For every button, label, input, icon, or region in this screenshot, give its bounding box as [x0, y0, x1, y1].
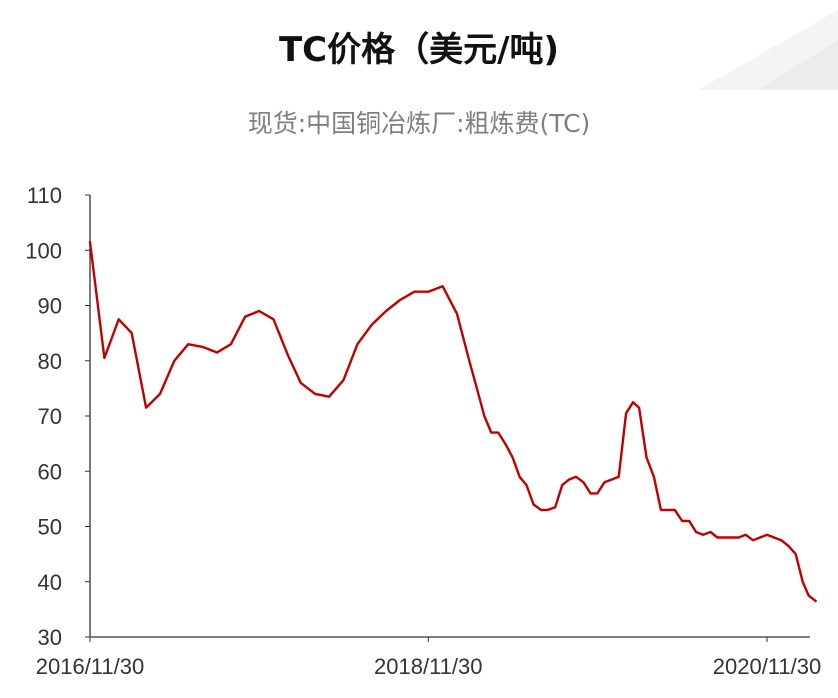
y-tick-label: 70: [38, 404, 62, 429]
data-point: [385, 310, 387, 312]
data-point: [518, 476, 520, 478]
data-point: [695, 531, 697, 533]
data-point: [525, 484, 527, 486]
data-point: [603, 481, 605, 483]
data-point: [483, 415, 485, 417]
data-point: [532, 503, 534, 505]
data-point: [427, 291, 429, 293]
data-point: [145, 407, 147, 409]
data-point: [118, 318, 120, 320]
data-point: [561, 484, 563, 486]
data-point: [399, 299, 401, 301]
series-line-0: [88, 240, 817, 603]
data-point: [216, 351, 218, 353]
data-point: [780, 539, 782, 541]
data-point: [314, 393, 316, 395]
data-point: [688, 520, 690, 522]
data-point: [490, 431, 492, 433]
data-point: [681, 520, 683, 522]
y-tick-label: 100: [25, 238, 62, 263]
y-tick-label: 50: [38, 515, 62, 540]
data-point: [582, 481, 584, 483]
data-point: [815, 600, 817, 602]
y-tick-label: 80: [38, 349, 62, 374]
data-point: [287, 354, 289, 356]
data-point: [667, 509, 669, 511]
y-axis: 110 100 90 80 70 60 50 40 30: [25, 183, 91, 650]
data-point: [328, 396, 330, 398]
data-point: [638, 407, 640, 409]
data-point: [103, 357, 105, 359]
chart-subtitle: 现货:中国铜冶炼厂:粗炼费(TC): [247, 109, 591, 138]
data-point: [674, 509, 676, 511]
data-point: [300, 382, 302, 384]
data-point: [745, 534, 747, 536]
data-point: [356, 343, 358, 345]
data-point: [724, 536, 726, 538]
chart-title: TC价格（美元/吨): [278, 30, 560, 70]
series-group: [88, 240, 817, 603]
data-point: [497, 431, 499, 433]
data-point: [808, 594, 810, 596]
data-point: [441, 285, 443, 287]
data-point: [589, 492, 591, 494]
data-point: [131, 332, 133, 334]
data-point: [773, 536, 775, 538]
data-point: [568, 478, 570, 480]
data-point: [511, 456, 513, 458]
data-point: [575, 476, 577, 478]
data-point: [258, 310, 260, 312]
data-point: [554, 506, 556, 508]
data-point: [89, 241, 91, 243]
y-tick-label: 60: [38, 459, 62, 484]
data-point: [173, 360, 175, 362]
data-point: [187, 343, 189, 345]
x-tick-label: 2018/11/30: [374, 654, 482, 679]
x-axis: 2016/11/30 2018/11/30 2020/11/30: [36, 636, 821, 679]
data-point: [244, 315, 246, 317]
x-tick-label: 2020/11/30: [713, 654, 821, 679]
data-point: [787, 545, 789, 547]
data-point: [716, 536, 718, 538]
data-point: [618, 476, 620, 478]
data-point: [738, 536, 740, 538]
data-point: [230, 343, 232, 345]
data-point: [702, 534, 704, 536]
corner-decoration: [698, 10, 838, 90]
data-point: [731, 536, 733, 538]
data-point: [272, 318, 274, 320]
data-point: [456, 313, 458, 315]
data-point: [201, 346, 203, 348]
x-tick-label: 2016/11/30: [36, 654, 144, 679]
data-point: [469, 362, 471, 364]
data-point: [476, 387, 478, 389]
data-point: [625, 412, 627, 414]
data-point: [660, 509, 662, 511]
data-point: [645, 456, 647, 458]
data-point: [540, 509, 542, 511]
y-tick-label: 110: [27, 183, 62, 208]
data-point: [759, 536, 761, 538]
data-point: [342, 379, 344, 381]
data-point: [413, 291, 415, 293]
y-tick-label: 30: [38, 625, 62, 650]
data-point: [766, 534, 768, 536]
data-point: [504, 442, 506, 444]
y-tick-label: 90: [38, 294, 62, 319]
data-point: [596, 492, 598, 494]
data-point: [159, 393, 161, 395]
data-point: [709, 531, 711, 533]
data-point: [653, 476, 655, 478]
data-point: [632, 401, 634, 403]
data-point: [795, 553, 797, 555]
data-point: [547, 509, 549, 511]
data-point: [371, 324, 373, 326]
data-point: [752, 539, 754, 541]
y-tick-label: 40: [38, 570, 62, 595]
data-point: [611, 478, 613, 480]
data-point: [802, 581, 804, 583]
